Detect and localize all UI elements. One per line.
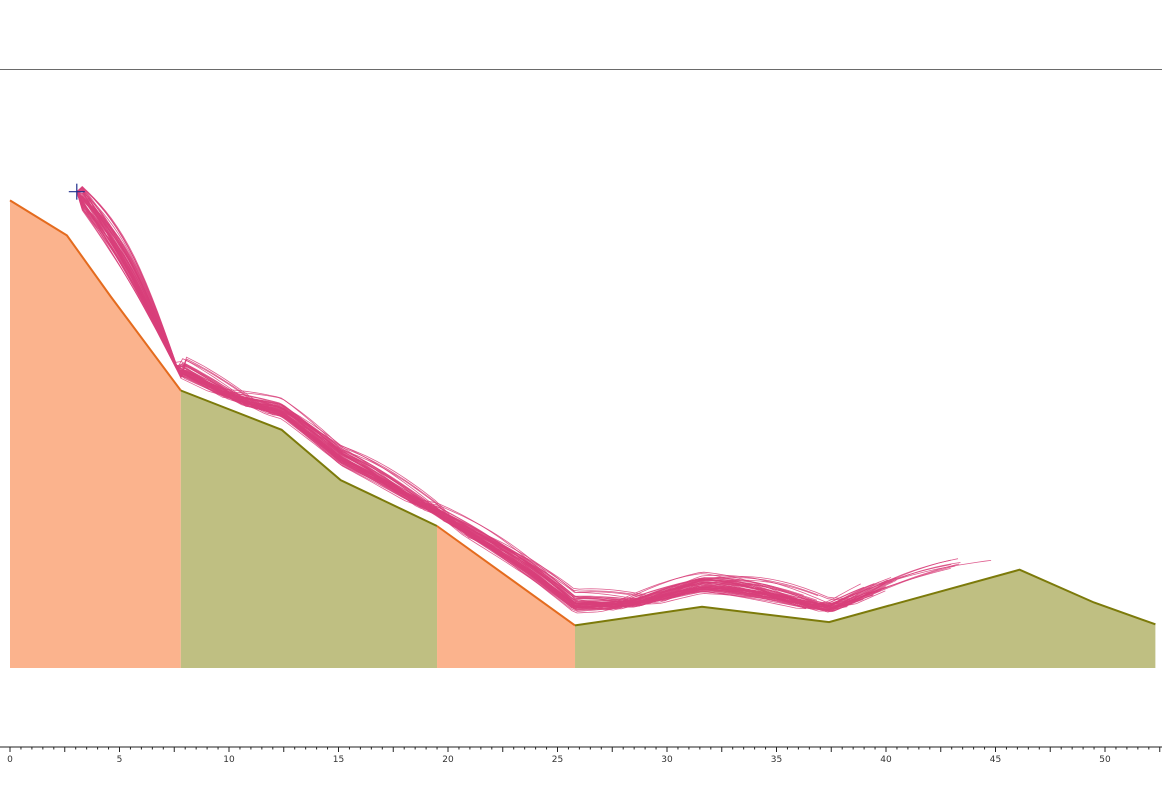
trajectory-path	[76, 191, 894, 612]
x-tick-label: 5	[117, 755, 123, 765]
rock-trajectories	[76, 186, 992, 614]
trajectory-path	[76, 191, 849, 612]
slope-surface-lines	[9, 199, 1156, 627]
surface-edge-1	[9, 199, 182, 392]
top-divider	[0, 69, 1162, 70]
material-region-2	[180, 390, 438, 668]
trajectory-path	[76, 188, 879, 604]
x-tick-label: 20	[442, 755, 454, 765]
x-tick-label: 30	[661, 755, 673, 765]
x-tick-label: 25	[552, 755, 563, 765]
x-tick-label: 50	[1099, 755, 1111, 765]
surface-edge-2	[180, 389, 438, 527]
material-region-1	[10, 200, 181, 668]
x-tick-label: 10	[223, 755, 235, 765]
surface-edge-3	[436, 525, 576, 627]
surface-edge-4	[574, 568, 1156, 627]
x-tick-label: 45	[990, 755, 1001, 765]
x-axis: 0 5 10 15 20 25 30 35 40 45 50	[0, 746, 1162, 765]
x-tick-label: 15	[333, 755, 344, 765]
x-tick-label: 35	[771, 755, 782, 765]
trajectory-path	[76, 191, 897, 607]
trajectory-path	[76, 191, 819, 607]
material-region-3	[437, 526, 576, 668]
x-tick-label: 0	[7, 755, 13, 765]
trajectory-path	[76, 191, 854, 610]
trajectory-path	[76, 186, 880, 605]
rockfall-seeder-icon	[68, 183, 85, 200]
material-region-4	[575, 569, 1156, 668]
x-tick-label: 40	[880, 755, 892, 765]
material-regions	[10, 200, 1156, 668]
